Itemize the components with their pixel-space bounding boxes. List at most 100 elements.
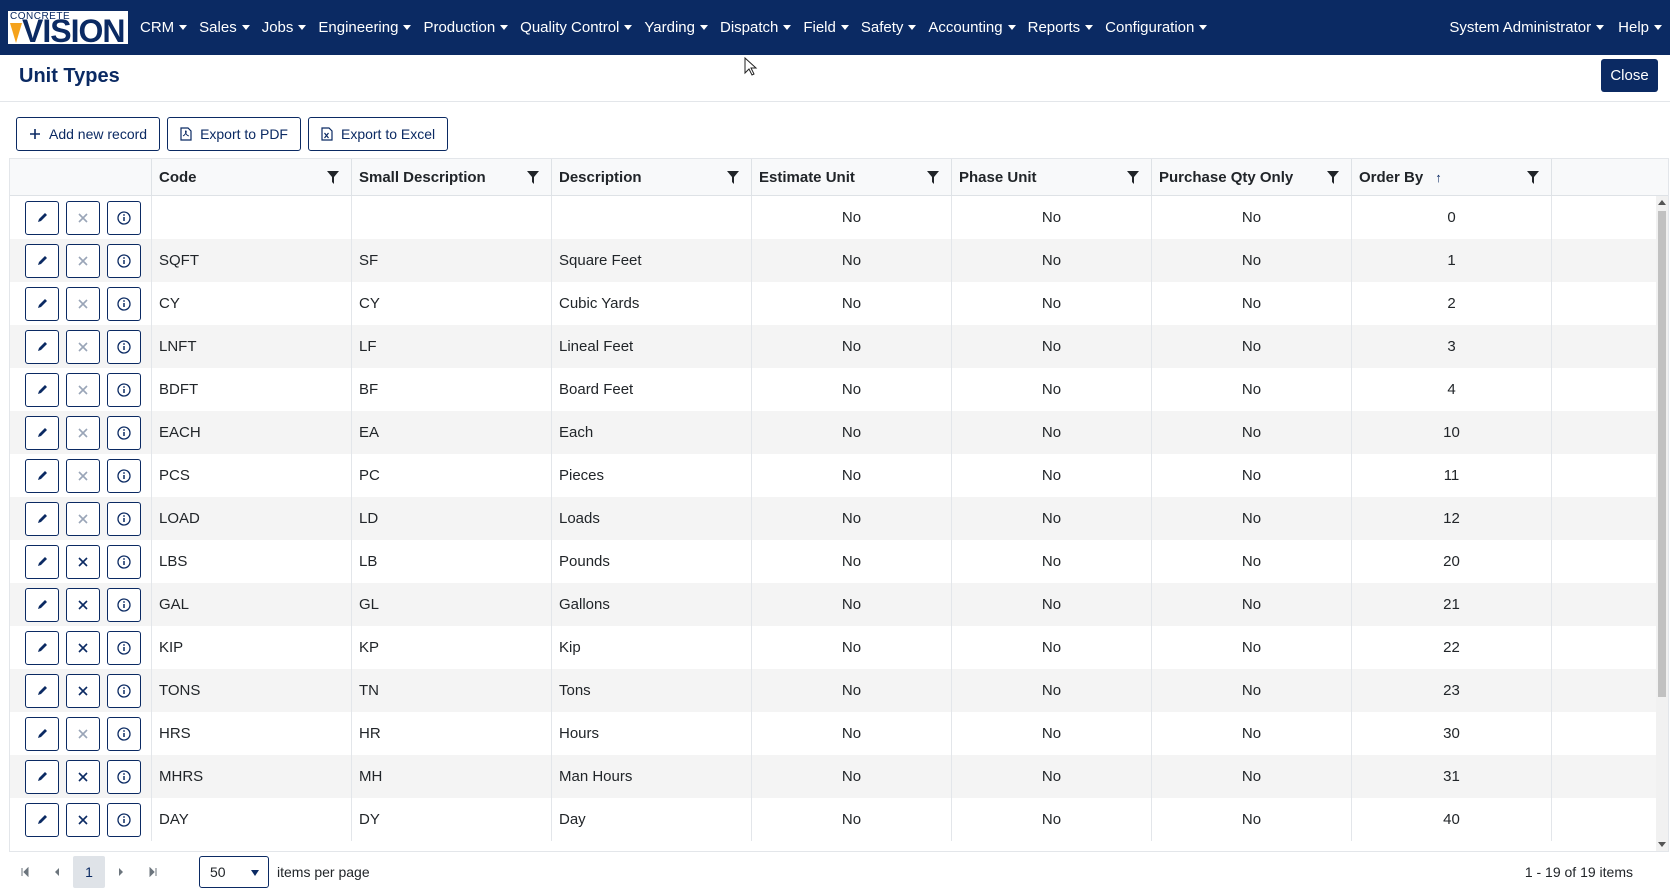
filter-icon[interactable]: [1527, 171, 1539, 184]
info-icon[interactable]: [107, 673, 141, 708]
main-menu: CRM Sales Jobs Engineering Production Quality…: [140, 0, 1219, 55]
export-excel-button[interactable]: Export to Excel: [307, 117, 449, 151]
column-header-phase-unit[interactable]: Phase Unit: [952, 159, 1152, 196]
column-header-estimate-unit[interactable]: Estimate Unit: [752, 159, 952, 196]
column-header-code[interactable]: Code: [152, 159, 352, 196]
nav-item-configuration[interactable]: Configuration: [1105, 19, 1208, 36]
delete-x-icon[interactable]: [66, 587, 100, 622]
delete-x-icon[interactable]: [66, 630, 100, 665]
edit-pencil-icon[interactable]: [25, 329, 59, 364]
user-menu[interactable]: System Administrator: [1449, 19, 1605, 36]
filter-icon[interactable]: [1327, 171, 1339, 184]
info-icon[interactable]: [107, 544, 141, 579]
column-header-purchase-qty-only[interactable]: Purchase Qty Only: [1152, 159, 1352, 196]
row-actions: [10, 712, 152, 755]
edit-pencil-icon[interactable]: [25, 458, 59, 493]
edit-pencil-icon[interactable]: [25, 587, 59, 622]
info-icon[interactable]: [107, 630, 141, 665]
cell-small: HR: [352, 712, 552, 755]
edit-pencil-icon[interactable]: [25, 759, 59, 794]
info-icon[interactable]: [107, 716, 141, 751]
nav-item-field[interactable]: Field: [803, 19, 849, 36]
add-new-record-button[interactable]: Add new record: [16, 117, 161, 151]
table-row[interactable]: KIP KP Kip No No No 22: [10, 626, 1658, 669]
table-row[interactable]: HRS HR Hours No No No 30: [10, 712, 1658, 755]
help-menu[interactable]: Help: [1618, 19, 1662, 36]
nav-item-accounting[interactable]: Accounting: [928, 19, 1016, 36]
info-icon[interactable]: [107, 501, 141, 536]
nav-item-reports[interactable]: Reports: [1028, 19, 1094, 36]
delete-x-icon[interactable]: [66, 673, 100, 708]
edit-pencil-icon[interactable]: [25, 716, 59, 751]
nav-item-crm[interactable]: CRM: [140, 19, 188, 36]
edit-pencil-icon[interactable]: [25, 673, 59, 708]
table-row[interactable]: LNFT LF Lineal Feet No No No 3: [10, 325, 1658, 368]
filter-icon[interactable]: [327, 171, 339, 184]
edit-pencil-icon[interactable]: [25, 243, 59, 278]
scrollbar-thumb[interactable]: [1658, 211, 1666, 697]
info-icon[interactable]: [107, 458, 141, 493]
current-page-button[interactable]: 1: [73, 856, 105, 888]
info-icon[interactable]: [107, 286, 141, 321]
next-page-icon[interactable]: [105, 856, 137, 888]
nav-item-safety[interactable]: Safety: [861, 19, 917, 36]
info-icon[interactable]: [107, 372, 141, 407]
info-icon[interactable]: [107, 329, 141, 364]
table-row[interactable]: MHRS MH Man Hours No No No 31: [10, 755, 1658, 798]
delete-x-icon[interactable]: [66, 759, 100, 794]
column-header-small-description[interactable]: Small Description: [352, 159, 552, 196]
edit-pencil-icon[interactable]: [25, 630, 59, 665]
edit-pencil-icon[interactable]: [25, 415, 59, 450]
close-button[interactable]: Close: [1601, 59, 1658, 92]
table-row[interactable]: LBS LB Pounds No No No 20: [10, 540, 1658, 583]
info-icon[interactable]: [107, 802, 141, 837]
edit-pencil-icon[interactable]: [25, 544, 59, 579]
filter-icon[interactable]: [527, 171, 539, 184]
nav-item-production[interactable]: Production: [423, 19, 509, 36]
nav-item-dispatch[interactable]: Dispatch: [720, 19, 792, 36]
column-header-order-by[interactable]: Order By ↑: [1352, 159, 1552, 196]
table-row[interactable]: GAL GL Gallons No No No 21: [10, 583, 1658, 626]
filter-icon[interactable]: [1127, 171, 1139, 184]
table-row[interactable]: TONS TN Tons No No No 23: [10, 669, 1658, 712]
info-icon[interactable]: [107, 759, 141, 794]
concrete-vision-logo[interactable]: CONCRETE VISION: [8, 11, 128, 44]
table-row[interactable]: CY CY Cubic Yards No No No 2: [10, 282, 1658, 325]
info-icon[interactable]: [107, 415, 141, 450]
table-row[interactable]: EACH EA Each No No No 10: [10, 411, 1658, 454]
last-page-icon[interactable]: [137, 856, 169, 888]
edit-pencil-icon[interactable]: [25, 200, 59, 235]
previous-page-icon[interactable]: [41, 856, 73, 888]
nav-item-quality-control[interactable]: Quality Control: [520, 19, 633, 36]
delete-x-icon[interactable]: [66, 544, 100, 579]
info-icon[interactable]: [107, 200, 141, 235]
nav-item-sales[interactable]: Sales: [199, 19, 250, 36]
table-row[interactable]: DAY DY Day No No No 40: [10, 798, 1658, 841]
column-header-description[interactable]: Description: [552, 159, 752, 196]
nav-item-jobs[interactable]: Jobs: [262, 19, 307, 36]
info-icon[interactable]: [107, 243, 141, 278]
delete-x-icon[interactable]: [66, 802, 100, 837]
page-size-value: 50: [210, 864, 226, 880]
edit-pencil-icon[interactable]: [25, 286, 59, 321]
table-row[interactable]: No No No 0: [10, 196, 1658, 239]
table-row[interactable]: SQFT SF Square Feet No No No 1: [10, 239, 1658, 282]
edit-pencil-icon[interactable]: [25, 501, 59, 536]
vertical-scrollbar[interactable]: [1656, 196, 1668, 851]
cell-order: 3: [1352, 325, 1552, 368]
table-row[interactable]: LOAD LD Loads No No No 12: [10, 497, 1658, 540]
scroll-up-arrow-icon[interactable]: [1658, 200, 1666, 205]
nav-item-engineering[interactable]: Engineering: [318, 19, 412, 36]
filter-icon[interactable]: [927, 171, 939, 184]
edit-pencil-icon[interactable]: [25, 802, 59, 837]
filter-icon[interactable]: [727, 171, 739, 184]
table-row[interactable]: BDFT BF Board Feet No No No 4: [10, 368, 1658, 411]
scroll-down-arrow-icon[interactable]: [1658, 842, 1666, 847]
export-pdf-button[interactable]: Export to PDF: [167, 117, 301, 151]
table-row[interactable]: PCS PC Pieces No No No 11: [10, 454, 1658, 497]
info-icon[interactable]: [107, 587, 141, 622]
edit-pencil-icon[interactable]: [25, 372, 59, 407]
first-page-icon[interactable]: [9, 856, 41, 888]
page-size-select[interactable]: 50: [199, 856, 269, 888]
nav-item-yarding[interactable]: Yarding: [644, 19, 708, 36]
